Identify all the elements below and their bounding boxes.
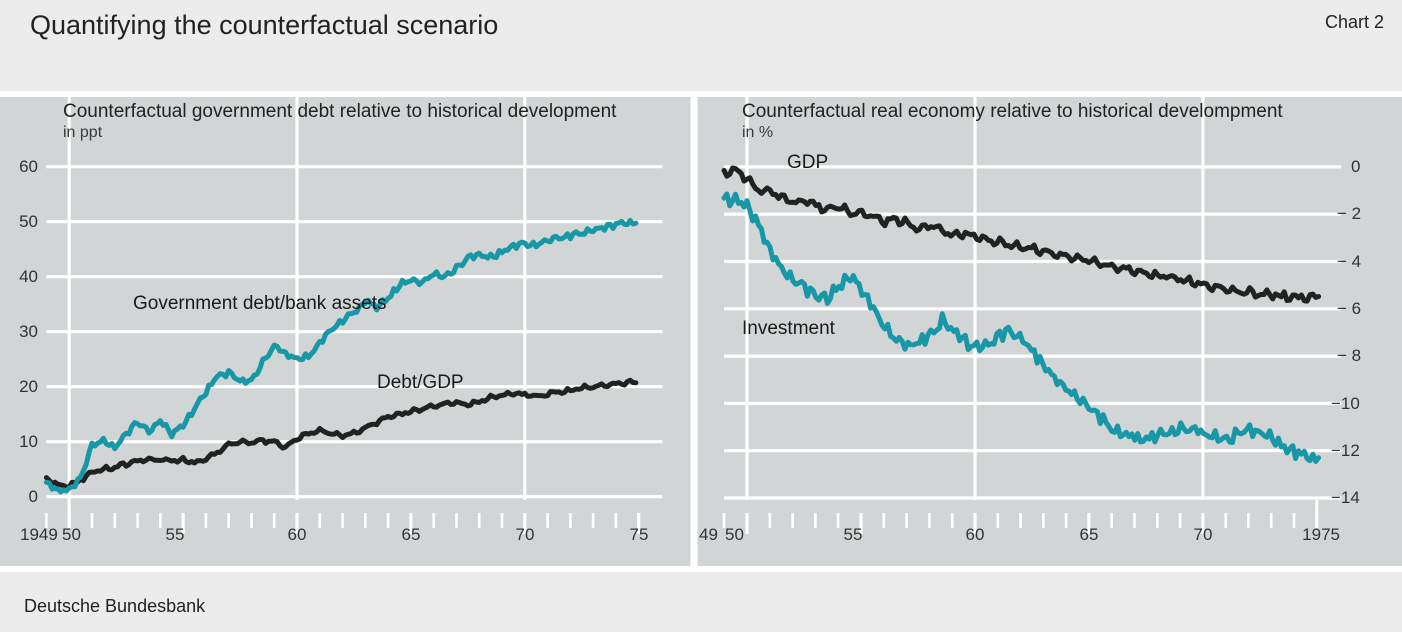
svg-text:− 2: − 2: [1337, 204, 1361, 223]
svg-text:− 8: − 8: [1337, 346, 1361, 365]
svg-text:70: 70: [1194, 525, 1213, 544]
svg-text:−12: −12: [1331, 441, 1360, 460]
svg-text:10: 10: [19, 432, 38, 451]
svg-text:60: 60: [19, 157, 38, 176]
svg-text:in ppt: in ppt: [63, 124, 103, 141]
svg-text:60: 60: [966, 525, 985, 544]
svg-text:1975: 1975: [1302, 525, 1340, 544]
svg-text:0: 0: [29, 487, 38, 506]
svg-text:Debt/GDP: Debt/GDP: [377, 372, 464, 393]
svg-text:55: 55: [844, 525, 863, 544]
svg-text:50: 50: [62, 525, 81, 544]
svg-text:Counterfactual real economy re: Counterfactual real economy relative to …: [742, 101, 1283, 122]
svg-text:0: 0: [1351, 157, 1360, 176]
svg-text:49: 49: [699, 525, 718, 544]
svg-text:− 6: − 6: [1337, 299, 1361, 318]
svg-text:Counterfactual government debt: Counterfactual government debt relative …: [63, 101, 617, 122]
svg-text:Government debt/bank assets: Government debt/bank assets: [133, 293, 386, 314]
svg-text:70: 70: [516, 525, 535, 544]
svg-text:50: 50: [725, 525, 744, 544]
svg-text:1949: 1949: [20, 525, 58, 544]
svg-text:30: 30: [19, 322, 38, 341]
svg-text:60: 60: [288, 525, 307, 544]
svg-text:50: 50: [19, 212, 38, 231]
svg-text:75: 75: [630, 525, 649, 544]
svg-text:20: 20: [19, 377, 38, 396]
svg-text:−14: −14: [1331, 488, 1360, 507]
svg-text:55: 55: [166, 525, 185, 544]
svg-text:− 4: − 4: [1337, 252, 1361, 271]
svg-text:Investment: Investment: [742, 318, 836, 339]
svg-text:GDP: GDP: [787, 152, 828, 173]
svg-text:40: 40: [19, 267, 38, 286]
svg-text:−10: −10: [1331, 394, 1360, 413]
svg-text:65: 65: [402, 525, 421, 544]
svg-text:65: 65: [1080, 525, 1099, 544]
svg-text:in %: in %: [742, 124, 773, 141]
